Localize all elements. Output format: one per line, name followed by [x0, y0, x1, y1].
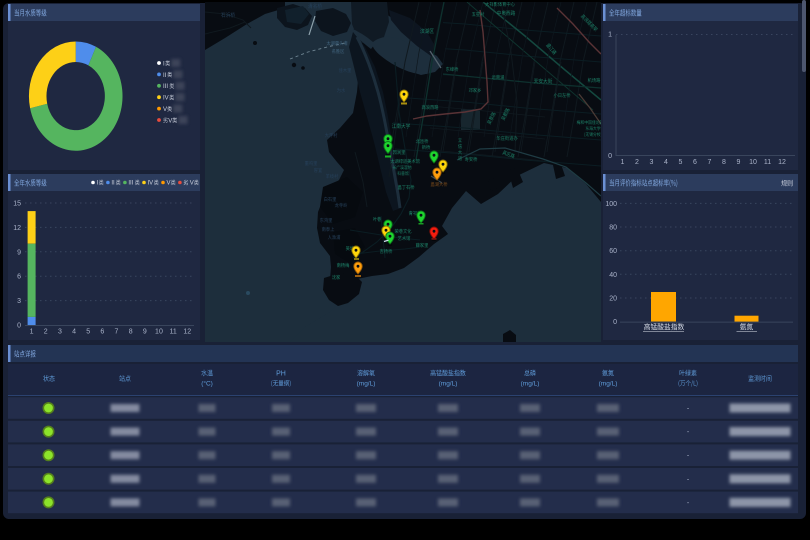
svg-text:2: 2: [635, 159, 639, 166]
svg-text:IV: IV: [148, 181, 154, 187]
svg-text:5: 5: [86, 329, 90, 336]
svg-text:-: -: [687, 453, 690, 460]
svg-text:0: 0: [17, 323, 21, 330]
svg-text:5: 5: [679, 159, 683, 166]
svg-text:1: 1: [621, 159, 625, 166]
svg-text:PH: PH: [276, 371, 286, 378]
svg-text:III: III: [163, 84, 168, 90]
svg-text:0: 0: [613, 319, 617, 326]
svg-text:(mg/L): (mg/L): [521, 381, 540, 388]
svg-text:6: 6: [693, 159, 697, 166]
svg-text:-: -: [687, 476, 690, 483]
svg-text:20: 20: [609, 295, 617, 302]
svg-text:60: 60: [609, 248, 617, 255]
svg-text:6: 6: [17, 274, 21, 281]
svg-text:100: 100: [605, 201, 617, 208]
svg-text:9: 9: [17, 249, 21, 256]
svg-text:7: 7: [115, 329, 119, 336]
svg-text:11: 11: [169, 329, 176, 336]
svg-text:12: 12: [13, 225, 21, 232]
svg-text:3: 3: [650, 159, 654, 166]
svg-text:3: 3: [58, 329, 62, 336]
svg-text:6: 6: [100, 329, 104, 336]
svg-text:-: -: [687, 406, 690, 413]
svg-text:(mg/L): (mg/L): [357, 381, 376, 388]
svg-text:10: 10: [749, 159, 757, 166]
svg-text:II: II: [163, 73, 167, 79]
svg-text:V: V: [163, 107, 167, 113]
svg-text:I: I: [163, 61, 165, 67]
svg-text:-: -: [687, 429, 690, 436]
svg-text:1: 1: [30, 329, 34, 336]
svg-text:40: 40: [609, 272, 617, 279]
svg-text:3: 3: [17, 298, 21, 305]
svg-text:V: V: [167, 181, 171, 187]
svg-text:15: 15: [13, 201, 21, 208]
svg-text:2: 2: [44, 329, 48, 336]
svg-text:III: III: [128, 181, 133, 187]
svg-text:(mg/L): (mg/L): [439, 381, 458, 388]
svg-text:12: 12: [183, 329, 191, 336]
svg-text:8: 8: [722, 159, 726, 166]
svg-text:(°C): (°C): [201, 380, 213, 388]
svg-text:I: I: [97, 181, 99, 187]
svg-text:10: 10: [155, 329, 163, 336]
svg-text:9: 9: [143, 329, 147, 336]
svg-text:V: V: [190, 181, 194, 187]
svg-text:4: 4: [664, 159, 668, 166]
svg-text:11: 11: [764, 159, 771, 166]
svg-text:1: 1: [608, 32, 612, 39]
svg-text:7: 7: [708, 159, 712, 166]
svg-text:80: 80: [609, 225, 617, 232]
svg-text:8: 8: [129, 329, 133, 336]
svg-text:IV: IV: [163, 96, 169, 102]
svg-text:(mg/L): (mg/L): [599, 381, 618, 388]
svg-text:V: V: [168, 118, 172, 124]
svg-text:4: 4: [72, 329, 76, 336]
svg-text:-: -: [687, 500, 690, 507]
svg-text:12: 12: [778, 159, 786, 166]
svg-text:II: II: [111, 181, 115, 187]
svg-text:9: 9: [737, 159, 741, 166]
svg-text:0: 0: [608, 153, 612, 160]
